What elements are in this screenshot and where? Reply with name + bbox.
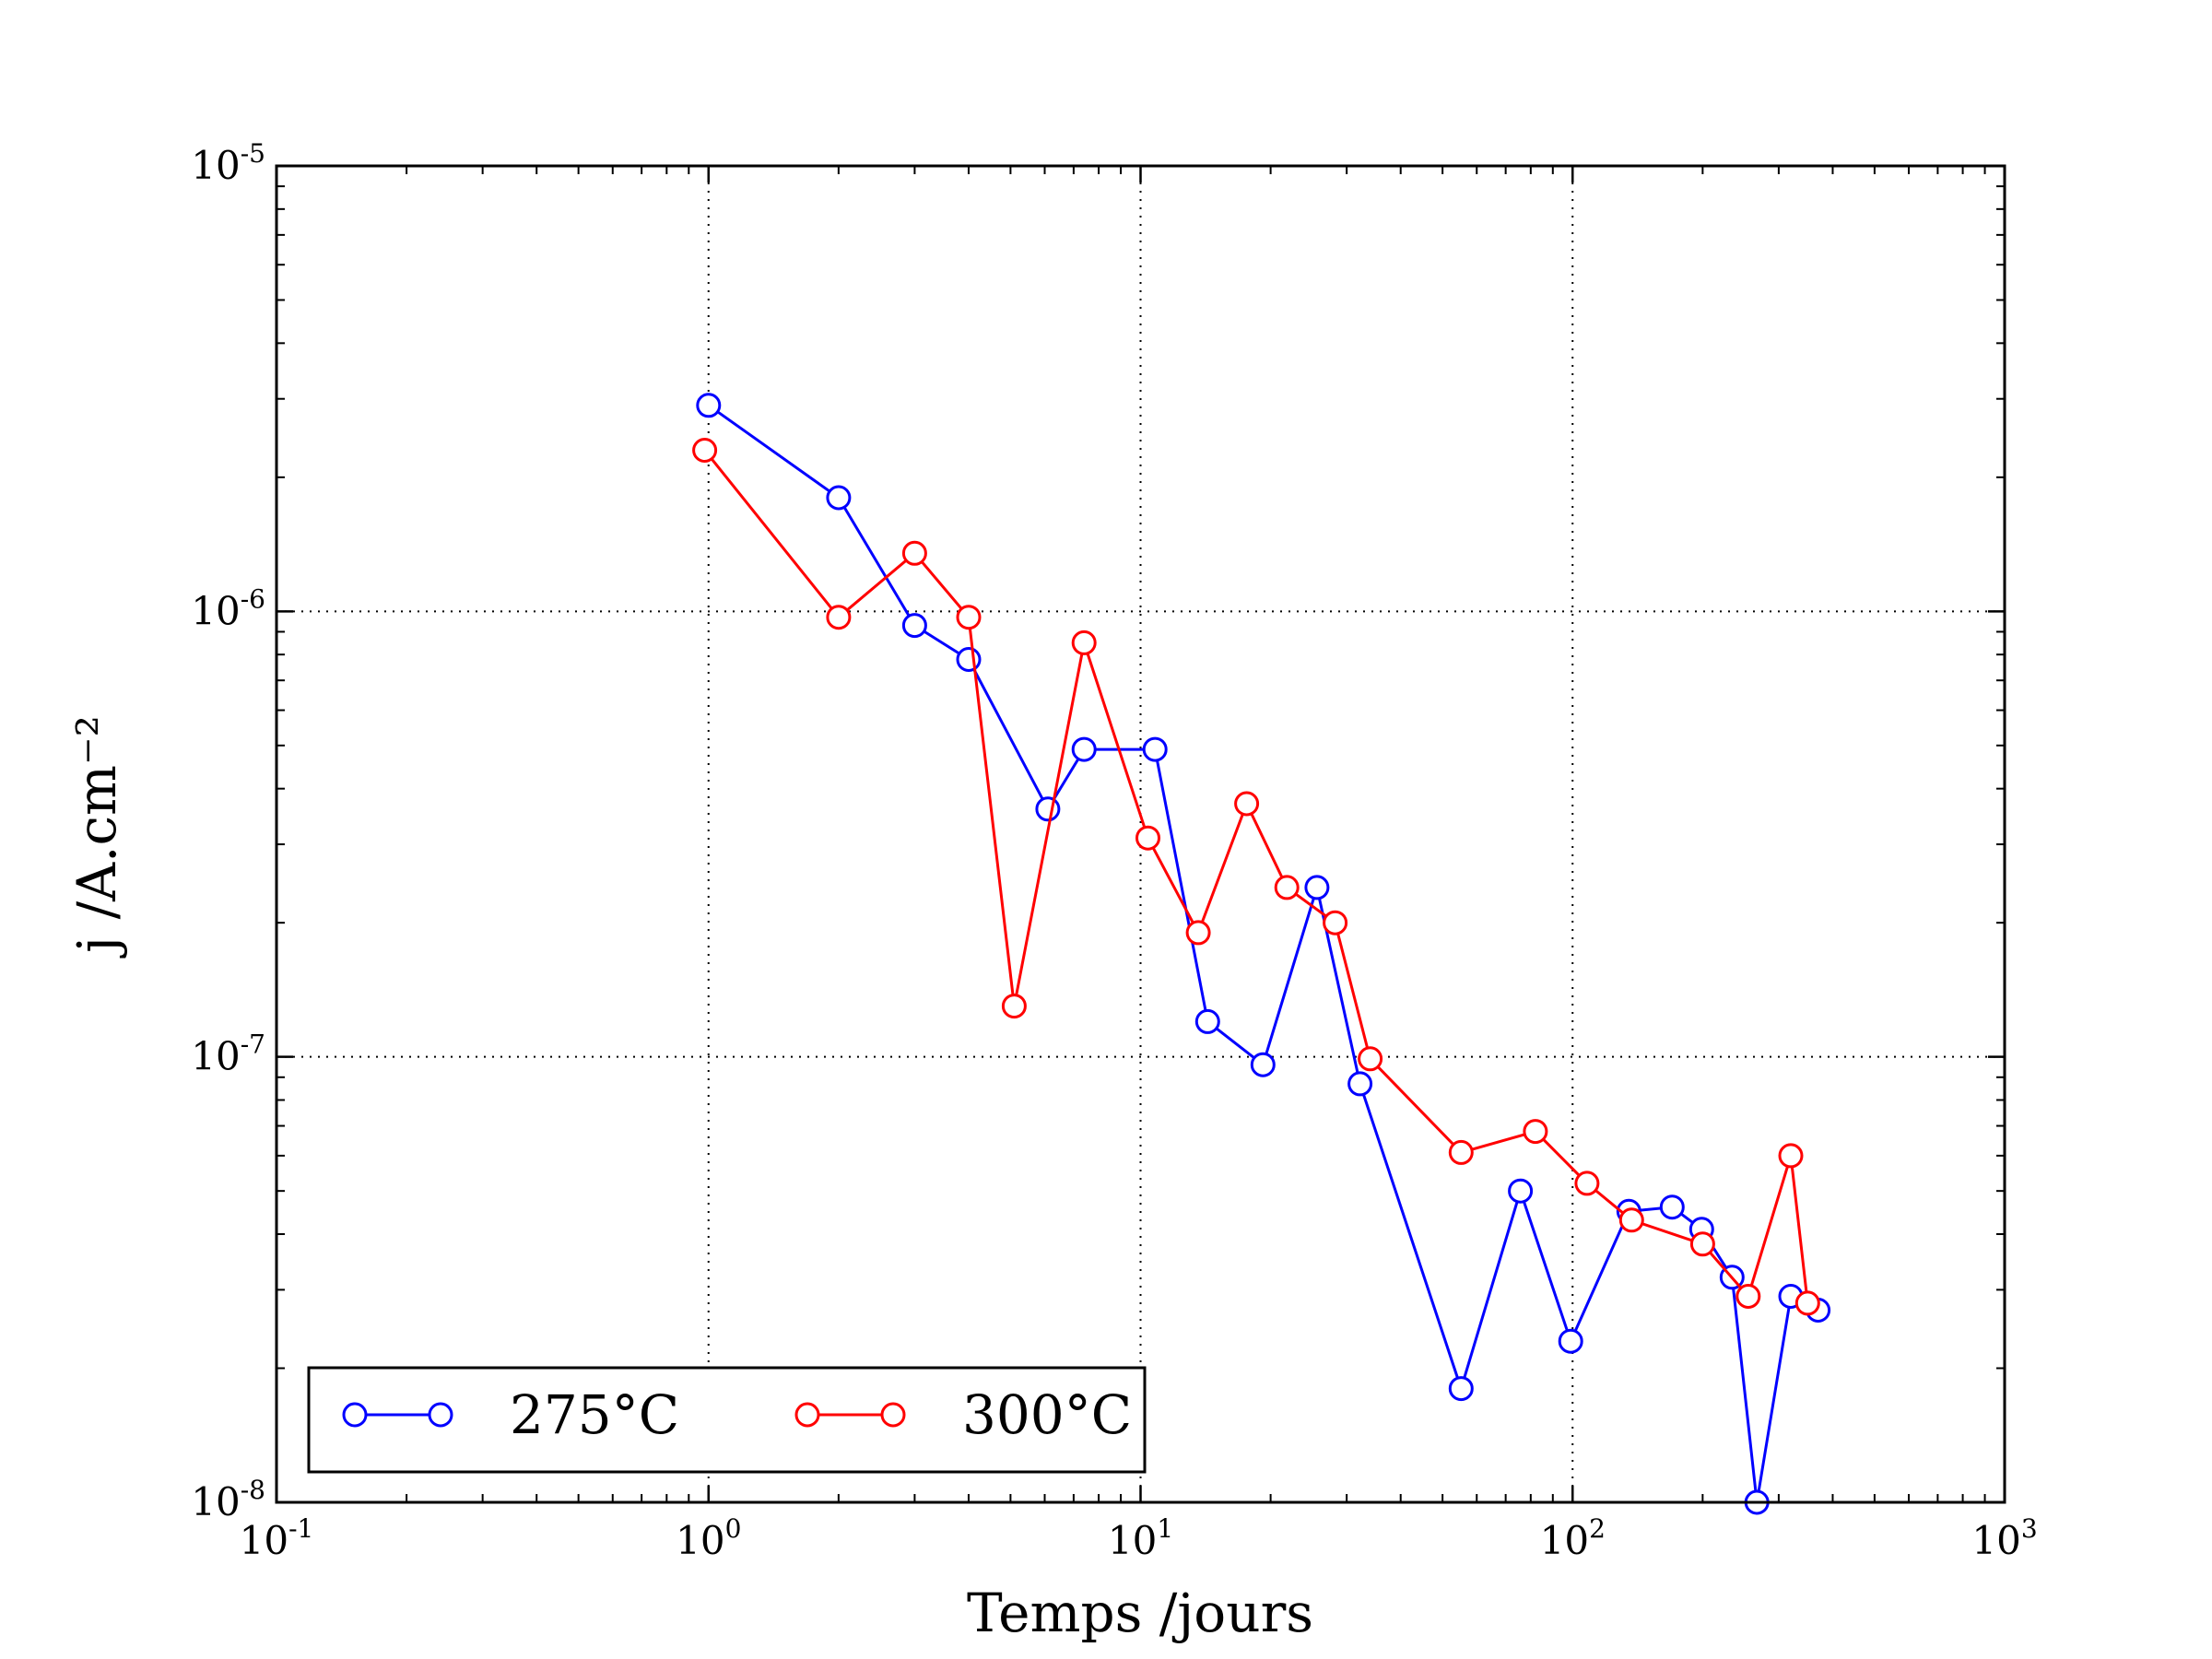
data-point (1508, 1178, 1534, 1204)
x-tick-label: 101 (1108, 1513, 1173, 1563)
data-point (696, 393, 722, 418)
x-tick-label: 102 (1540, 1513, 1606, 1563)
data-point (901, 540, 927, 566)
data-point (1071, 629, 1097, 655)
legend-marker-275 (428, 1402, 453, 1428)
y-tick-label: 10-8 (191, 1475, 265, 1524)
y-tick-label: 10-6 (191, 583, 265, 633)
data-point (826, 605, 852, 630)
data-point (1448, 1139, 1474, 1165)
x-axis-label: Temps /jours (967, 1582, 1313, 1644)
data-point (1142, 736, 1168, 762)
data-point (1448, 1376, 1474, 1402)
y-tick-label: 10-7 (191, 1030, 265, 1079)
data-point (956, 605, 982, 630)
data-point (1794, 1290, 1820, 1316)
data-point (1135, 825, 1160, 851)
x-tick-label: 100 (676, 1513, 741, 1563)
legend-marker-300 (880, 1402, 906, 1428)
data-point (956, 647, 982, 672)
data-point (1358, 1046, 1383, 1072)
data-point (692, 438, 718, 463)
data-point (1523, 1119, 1548, 1145)
series-line (707, 404, 1819, 1504)
legend-label-300: 300°C (962, 1383, 1132, 1446)
y-tick-labels: 10-8 10-7 10-6 10-5 (191, 138, 265, 1524)
data-point (1558, 1328, 1583, 1354)
data-point (826, 485, 852, 511)
data-point (1618, 1207, 1644, 1233)
data-point (1304, 875, 1330, 900)
data-point (1071, 736, 1097, 762)
major-ticks (275, 164, 2006, 1504)
legend-marker-275 (342, 1402, 368, 1428)
data-point (1778, 1143, 1804, 1169)
data-point (1185, 920, 1211, 946)
data-point (1347, 1071, 1373, 1097)
series-line (703, 449, 1809, 1304)
data-point (1035, 796, 1061, 822)
grid-lines (276, 166, 2005, 1502)
data-point (1574, 1171, 1600, 1196)
legend-label-275: 275°C (510, 1383, 679, 1446)
series-1 (692, 438, 1820, 1316)
data-point (1234, 791, 1260, 817)
x-tick-label: 10-1 (240, 1513, 314, 1563)
x-tick-label: 103 (1971, 1513, 2037, 1563)
data-point (1659, 1194, 1685, 1220)
data-point (1194, 1008, 1220, 1034)
data-point (1689, 1231, 1715, 1257)
data-point (1323, 910, 1348, 935)
legend-marker-300 (794, 1402, 820, 1428)
legend: 275°C 300°C (307, 1366, 1147, 1474)
data-point (1001, 994, 1027, 1019)
series-layer (692, 393, 1831, 1515)
data-point (901, 613, 927, 639)
series-0 (696, 393, 1831, 1515)
data-point (1274, 875, 1300, 900)
x-tick-labels: 10-1 100 101 102 103 (240, 1513, 2038, 1563)
y-axis-label: j /A.cm⁻² (65, 715, 128, 959)
y-tick-label: 10-5 (191, 138, 265, 188)
data-point (1735, 1284, 1761, 1309)
data-point (1250, 1052, 1276, 1077)
